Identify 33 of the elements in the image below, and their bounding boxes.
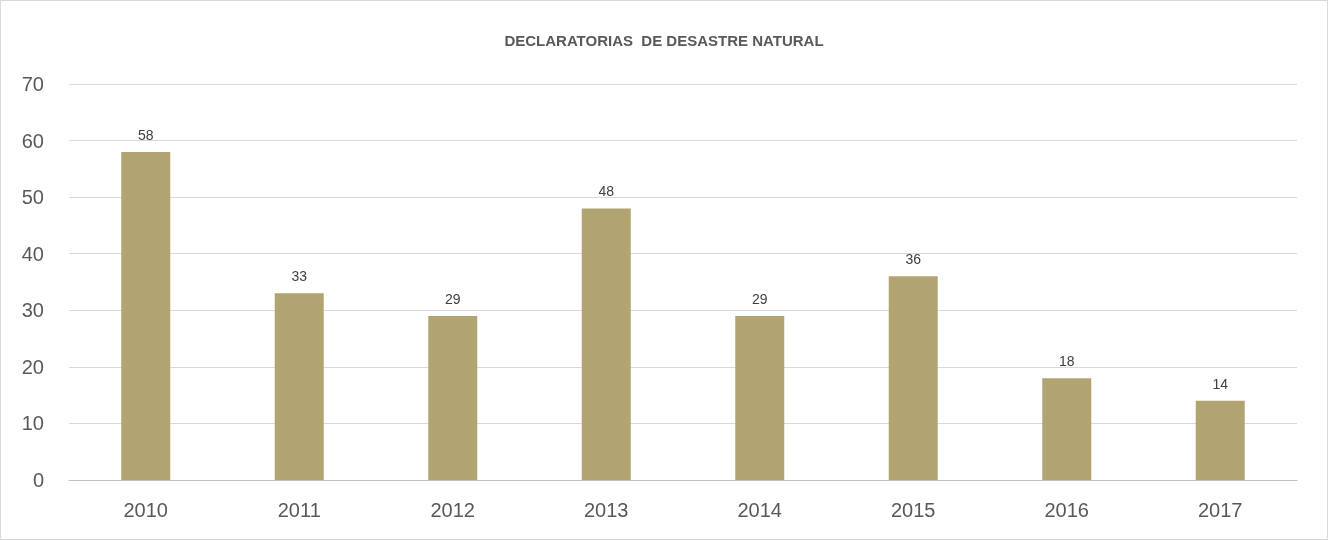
y-tick-label: 40 xyxy=(21,242,44,265)
x-tick-label: 2012 xyxy=(430,499,475,521)
x-tick-label: 2014 xyxy=(737,499,782,521)
data-label: 33 xyxy=(291,268,308,285)
y-tick-label: 10 xyxy=(21,412,44,435)
data-label: 36 xyxy=(905,251,922,268)
x-tick-label: 2016 xyxy=(1044,499,1089,521)
bar xyxy=(581,208,631,480)
data-label: 48 xyxy=(598,183,615,200)
data-label: 14 xyxy=(1212,375,1229,392)
x-tick-label: 2011 xyxy=(277,499,321,521)
bar xyxy=(274,293,324,480)
bar xyxy=(888,276,938,480)
data-label: 29 xyxy=(444,290,461,307)
x-tick-label: 2013 xyxy=(584,499,629,521)
bar xyxy=(428,315,478,480)
bar xyxy=(1195,400,1245,480)
y-tick-label: 0 xyxy=(32,469,44,491)
y-tick-label: 50 xyxy=(21,186,44,209)
data-label: 29 xyxy=(751,290,768,307)
bar xyxy=(121,151,171,480)
y-tick-label: 60 xyxy=(21,129,44,152)
y-tick-label: 20 xyxy=(21,355,44,378)
x-tick-label: 2015 xyxy=(891,499,936,521)
data-label: 18 xyxy=(1058,353,1075,370)
bar xyxy=(1042,378,1092,480)
chart-title: DECLARATORIAS DE DESASTRE NATURAL xyxy=(504,32,824,49)
x-tick-label: 2017 xyxy=(1198,499,1243,521)
y-tick-label: 70 xyxy=(21,73,44,95)
y-tick-label: 30 xyxy=(21,299,44,322)
x-tick-label: 2010 xyxy=(123,499,168,521)
data-label: 58 xyxy=(137,126,154,143)
bar xyxy=(735,315,785,480)
